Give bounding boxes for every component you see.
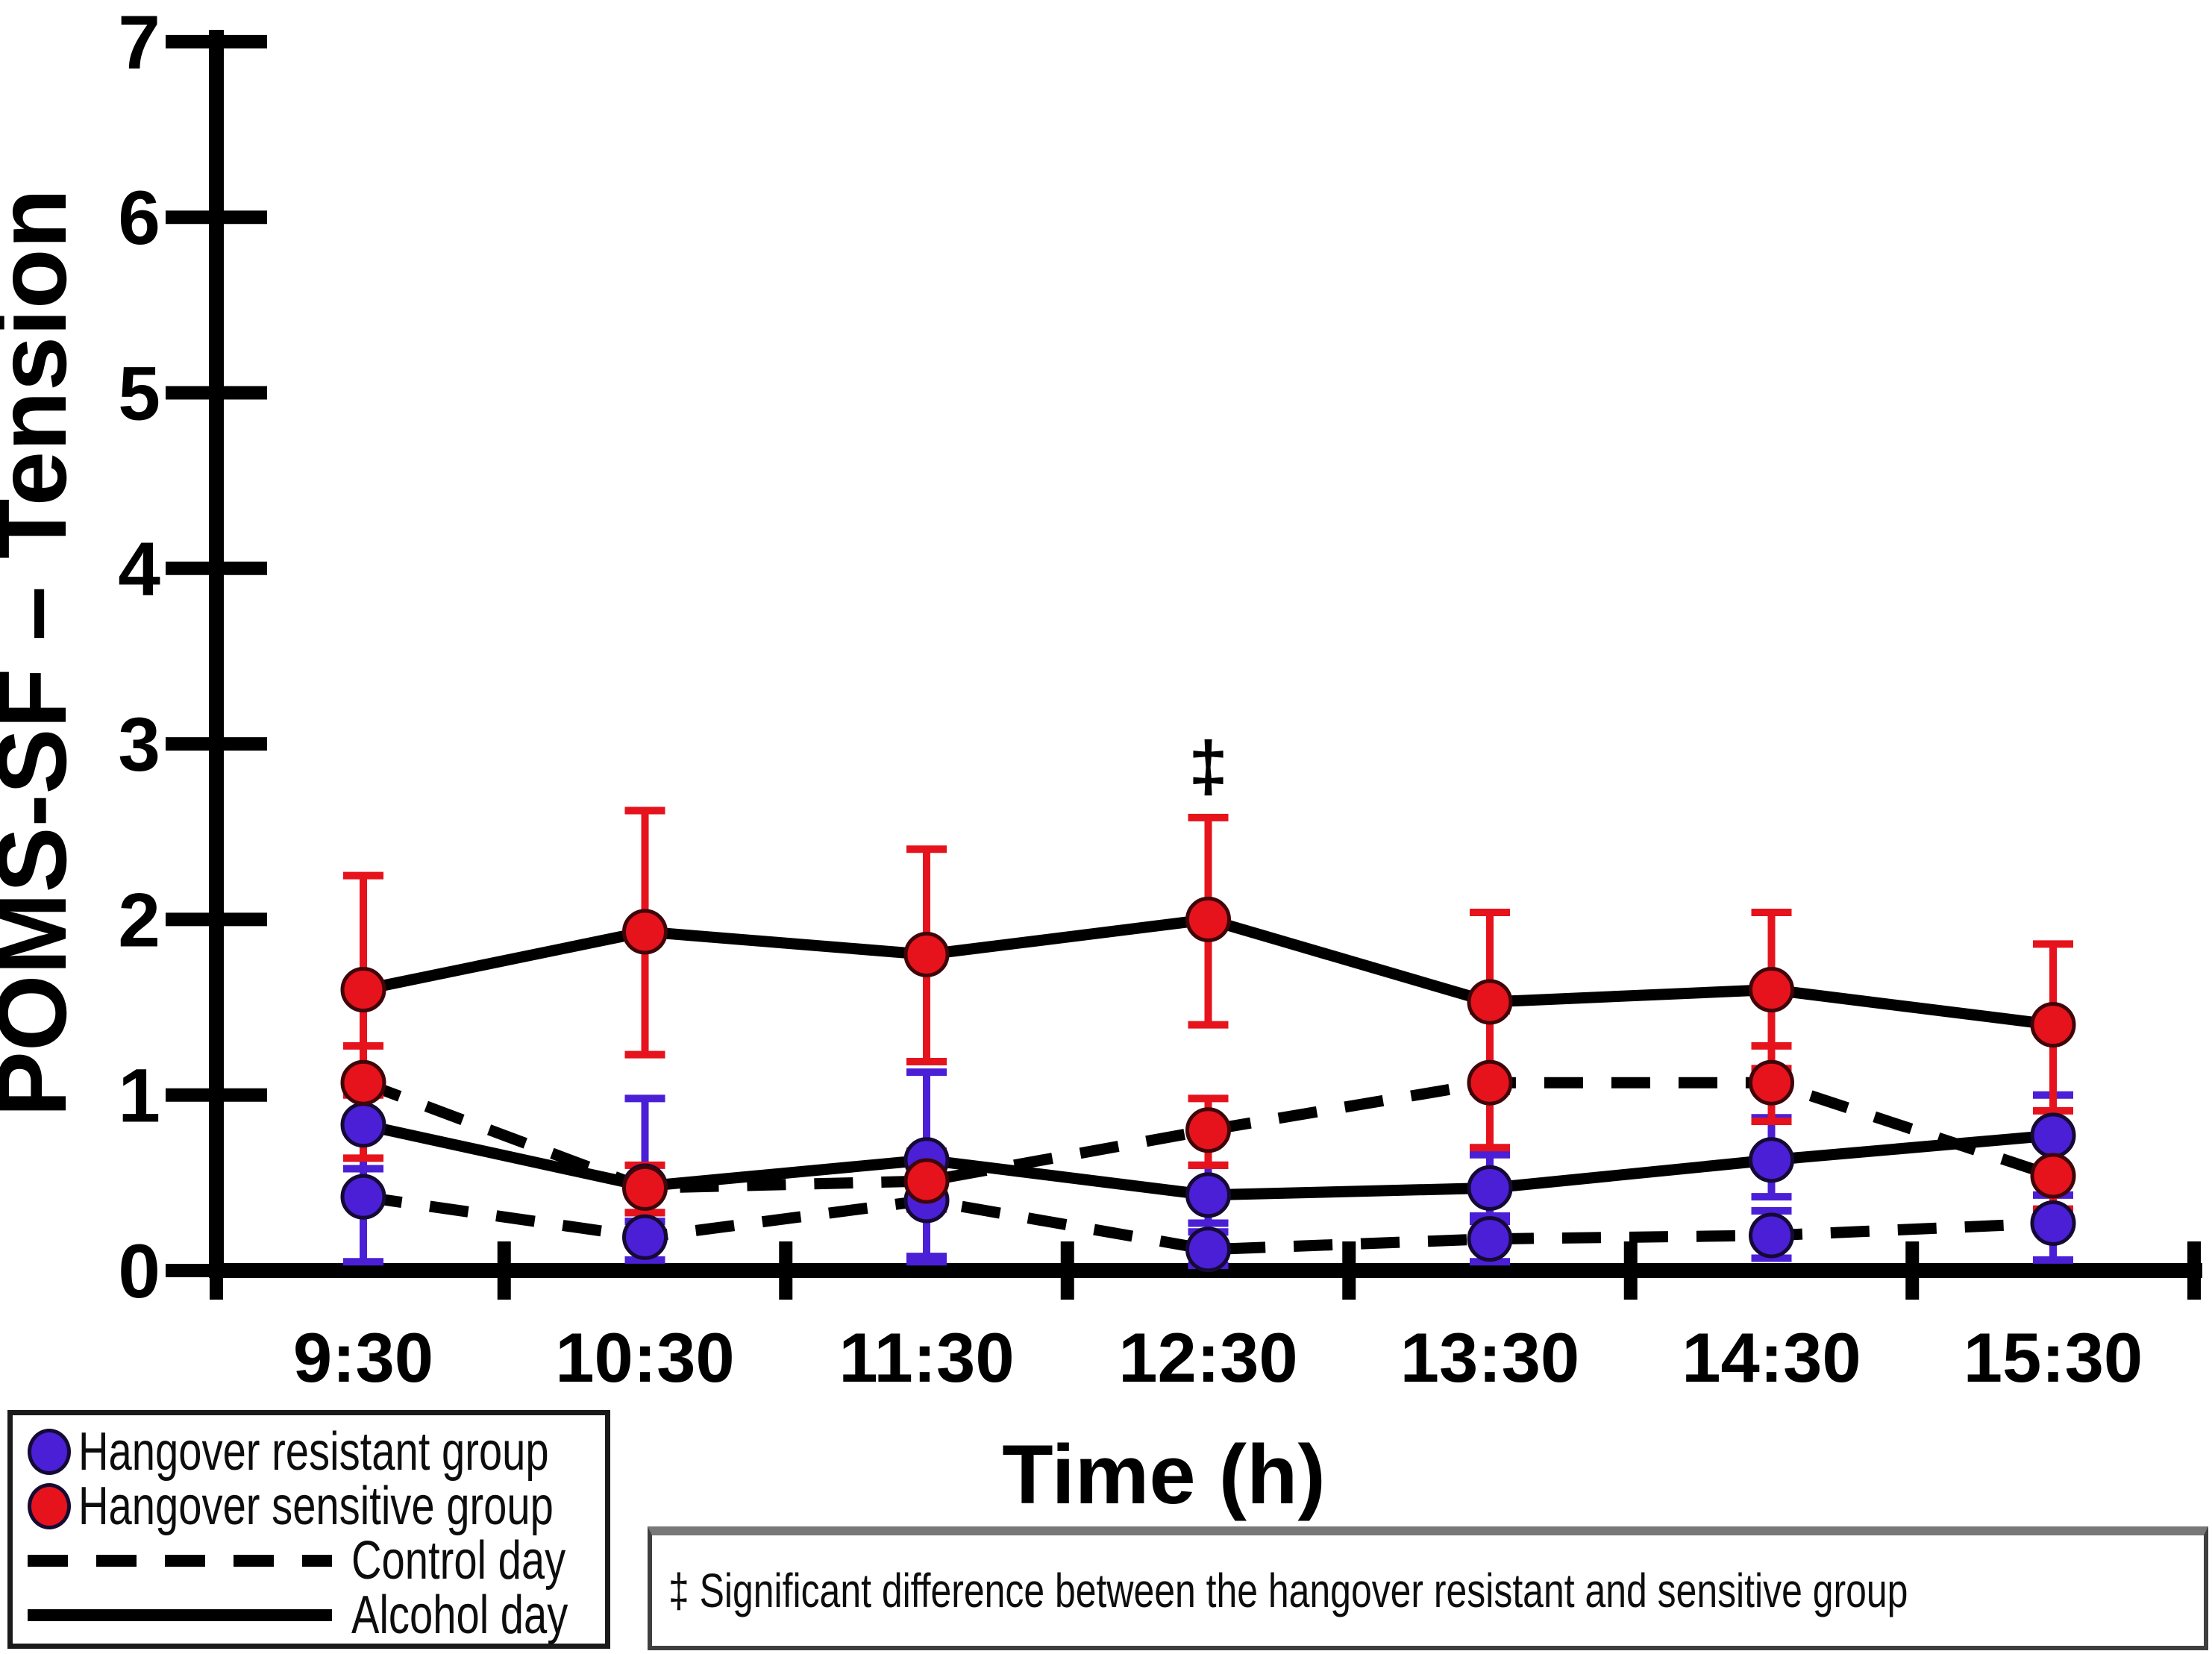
points-sensitive-alcohol xyxy=(340,896,2076,1048)
data-point xyxy=(2030,1153,2076,1199)
legend-item: Alcohol day xyxy=(28,1585,605,1645)
y-tick-label: 0 xyxy=(118,1229,160,1314)
footnote-box: ‡ Significant difference between the han… xyxy=(648,1526,2208,1650)
legend-box: Hangover resistant group Hangover sensiti… xyxy=(7,1410,610,1649)
x-tick-label: 14:30 xyxy=(1682,1318,1861,1397)
x-tick-label: 11:30 xyxy=(839,1318,1014,1397)
legend-item: Control day xyxy=(28,1530,605,1591)
data-points xyxy=(340,896,2076,1273)
data-point xyxy=(1749,1212,1794,1259)
footnote-text: ‡ Significant difference between the han… xyxy=(668,1564,1908,1617)
data-point xyxy=(340,967,386,1013)
data-point xyxy=(1749,1137,1794,1183)
data-point xyxy=(1185,896,1231,942)
x-tick-label: 10:30 xyxy=(555,1318,734,1397)
legend-dot-marker xyxy=(28,1428,71,1475)
y-tick-label: 6 xyxy=(118,175,160,260)
y-tick-label: 5 xyxy=(118,351,160,436)
y-tick-label: 1 xyxy=(118,1053,160,1138)
legend-item: Hangover sensitive group xyxy=(28,1476,605,1536)
data-point xyxy=(1185,1227,1231,1273)
y-tick-label: 7 xyxy=(118,0,160,85)
x-tick-label: 13:30 xyxy=(1400,1318,1579,1397)
y-tick-label: 4 xyxy=(118,527,160,612)
legend-dashed-line-marker xyxy=(28,1554,332,1567)
legend-item-label: Control day xyxy=(351,1530,566,1591)
data-point xyxy=(1467,1059,1513,1106)
data-point xyxy=(622,1165,668,1211)
data-point xyxy=(622,909,668,955)
data-point xyxy=(2030,1200,2076,1246)
legend-item-label: Hangover sensitive group xyxy=(78,1476,554,1536)
significance-marker: ‡ xyxy=(1188,727,1228,806)
data-point xyxy=(1185,1172,1231,1218)
legend-item: Hangover resistant group xyxy=(28,1421,605,1482)
x-tick-label: 15:30 xyxy=(1964,1318,2143,1397)
y-tick-label: 2 xyxy=(118,877,160,962)
data-point xyxy=(1749,967,1794,1013)
data-point xyxy=(903,931,950,977)
data-point xyxy=(1467,1165,1513,1211)
data-point xyxy=(340,1102,386,1148)
legend-item-label: Hangover resistant group xyxy=(78,1421,549,1482)
data-point xyxy=(1749,1059,1794,1106)
legend-dot-marker xyxy=(28,1482,71,1529)
y-tick-label: 3 xyxy=(118,702,160,787)
data-point xyxy=(903,1158,950,1204)
x-tick-label: 9:30 xyxy=(293,1318,433,1397)
data-point xyxy=(2030,1002,2076,1048)
x-axis-title: Time (h) xyxy=(1002,1428,1326,1521)
points-sensitive-control xyxy=(340,1059,2076,1211)
y-axis-title: POMS-SF – Tension xyxy=(0,189,87,1117)
data-point xyxy=(1467,979,1513,1025)
data-point xyxy=(1467,1216,1513,1262)
data-point xyxy=(622,1214,668,1260)
axes: 0 1 2 3 4 5 6 7 9:30 10:30 11:30 12:30 13:30 14:30 15:… xyxy=(118,0,2202,1397)
x-tick-label: 12:30 xyxy=(1118,1318,1297,1397)
data-point xyxy=(340,1059,386,1106)
data-point xyxy=(2030,1112,2076,1159)
points-resistant-control xyxy=(340,1174,2076,1273)
data-point xyxy=(340,1174,386,1220)
error-bars-sensitive-alcohol xyxy=(343,806,2073,1115)
legend-solid-line-marker xyxy=(28,1608,332,1621)
data-point xyxy=(1185,1107,1231,1153)
legend-item-label: Alcohol day xyxy=(351,1585,568,1645)
